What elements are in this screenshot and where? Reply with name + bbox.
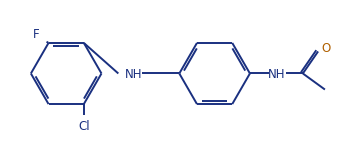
Text: O: O — [321, 42, 330, 55]
Text: F: F — [32, 28, 39, 41]
Text: NH: NH — [268, 68, 286, 81]
Text: NH: NH — [124, 68, 142, 81]
Text: Cl: Cl — [79, 120, 90, 133]
